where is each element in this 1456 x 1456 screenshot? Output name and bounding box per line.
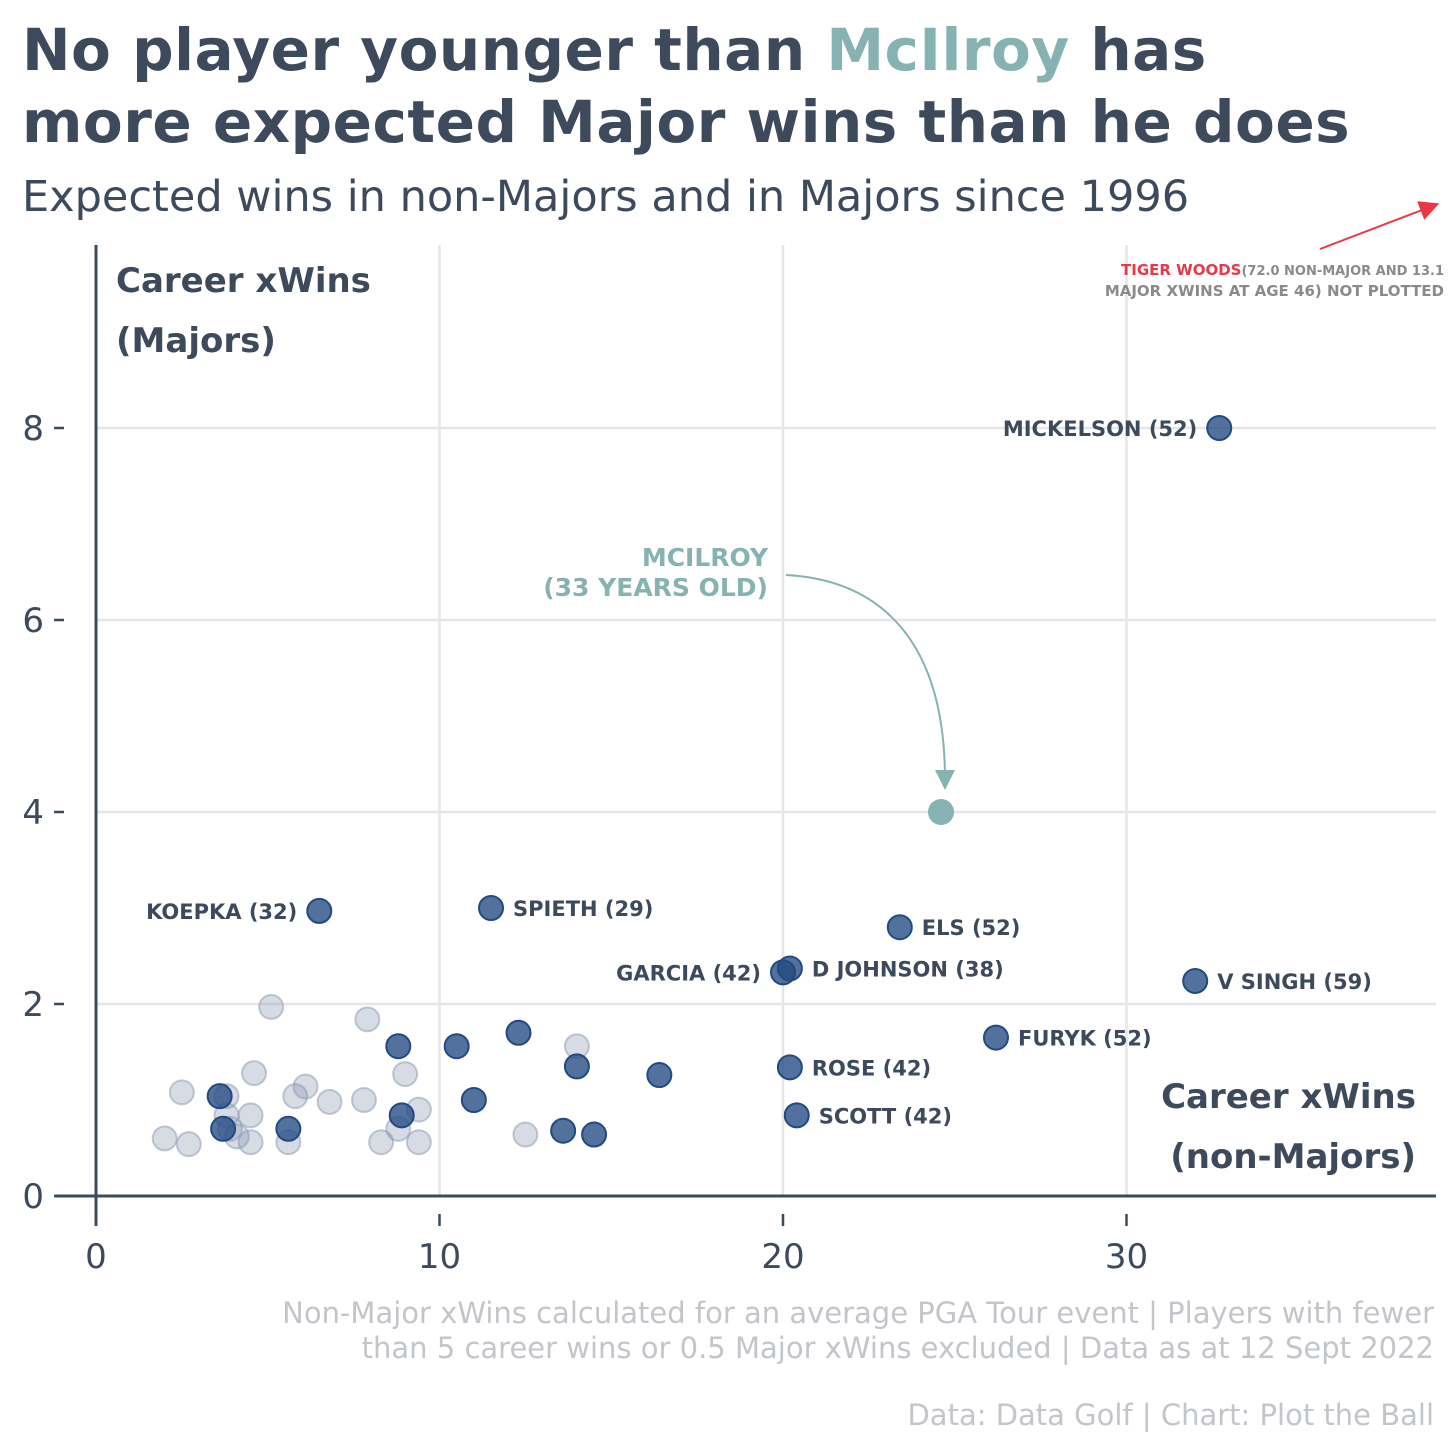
faded-point [258,993,285,1020]
chart-title: No player younger than McIlroy has more … [22,14,1442,158]
title-part1: No player younger than [22,16,827,84]
x-tick-label: 0 [85,1237,107,1277]
labeled-point [306,897,333,924]
labeled-point [982,1024,1009,1051]
faded-point [368,1129,395,1156]
data-point [505,1019,532,1046]
data-point [646,1062,673,1089]
faded-point [282,1083,309,1110]
faded-point [237,1129,264,1156]
tiger-note-line2: MAJOR XWINS AT AGE 46) NOT PLOTTED [1105,282,1444,300]
data-point [385,1033,412,1060]
faded-point [292,1073,319,1100]
title-highlight: McIlroy [826,16,1070,84]
data-point [443,1033,470,1060]
faded-point [512,1121,539,1148]
data-point [388,1102,415,1129]
chart-subtitle: Expected wins in non-Majors and in Major… [22,172,1190,222]
point-label: SCOTT (42) [819,1104,952,1128]
data-point [275,1115,302,1142]
footnote-line2: than 5 career wins or 0.5 Major xWins ex… [361,1331,1434,1365]
faded-point [405,1129,432,1156]
tiger-arrow [1319,201,1440,250]
y-tick-label: 8 [22,409,44,449]
faded-point [237,1102,264,1129]
point-label: SPIETH (29) [513,897,653,921]
title-part2: has [1069,16,1207,84]
mcilroy-arrow [785,574,955,790]
point-label: KOEPKA (32) [146,900,297,924]
y-tick-label: 0 [22,1177,44,1217]
y-tick-label: 6 [22,601,44,641]
faded-point [316,1088,343,1115]
credit: Data: Data Golf | Chart: Plot the Ball [907,1398,1434,1432]
footnote: Non-Major xWins calculated for an averag… [54,1296,1434,1366]
y-axis-title: (Majors) [116,321,276,361]
labeled-point [776,1054,803,1081]
y-tick-label: 4 [22,793,44,833]
faded-point [168,1079,195,1106]
mcilroy-label: MCILROY [642,543,769,572]
y-tick-label: 2 [22,985,44,1025]
title-line2: more expected Major wins than he does [22,88,1351,156]
point-label: D JOHNSON (38) [812,957,1004,981]
x-tick-label: 20 [761,1237,804,1277]
x-axis-title: (non-Majors) [1170,1137,1416,1177]
data-point [563,1053,590,1080]
labeled-point [783,1102,810,1129]
y-axis-title: Career xWins [116,261,371,301]
faded-point [175,1131,202,1158]
faded-point [392,1061,419,1088]
data-point [550,1117,577,1144]
tiger-note-text: (72.0 NON-MAJOR AND 13.1 [1241,264,1444,279]
grid-lines [96,245,1436,1196]
x-tick-label: 30 [1105,1237,1148,1277]
data-point [460,1087,487,1113]
faded-point [241,1060,268,1087]
mcilroy-point [928,799,955,825]
tiger-name: TIGER WOODS [1121,261,1241,279]
faded-point [151,1125,178,1152]
labeled-point [1206,415,1233,441]
labeled-point [886,914,913,941]
tiger-note-line1: TIGER WOODS(72.0 NON-MAJOR AND 13.1 [1121,261,1444,279]
data-point [210,1115,237,1142]
labeled-point [478,895,505,921]
faded-point [354,1006,381,1033]
data-point [581,1121,608,1148]
point-label: V SINGH (59) [1217,970,1372,994]
mcilroy-label: (33 YEARS OLD) [543,573,768,602]
x-axis-title: Career xWins [1161,1077,1416,1117]
point-label: ELS (52) [922,916,1021,940]
labeled-point [776,955,803,982]
point-label: GARCIA (42) [616,961,761,985]
point-label: ROSE (42) [812,1056,931,1080]
data-point [206,1083,233,1110]
labeled-point [1182,967,1209,994]
footnote-line1: Non-Major xWins calculated for an averag… [282,1296,1434,1330]
point-label: FURYK (52) [1018,1027,1152,1051]
point-label: MICKELSON (52) [1003,417,1197,441]
faded-point [350,1087,377,1113]
x-tick-label: 10 [418,1237,461,1277]
